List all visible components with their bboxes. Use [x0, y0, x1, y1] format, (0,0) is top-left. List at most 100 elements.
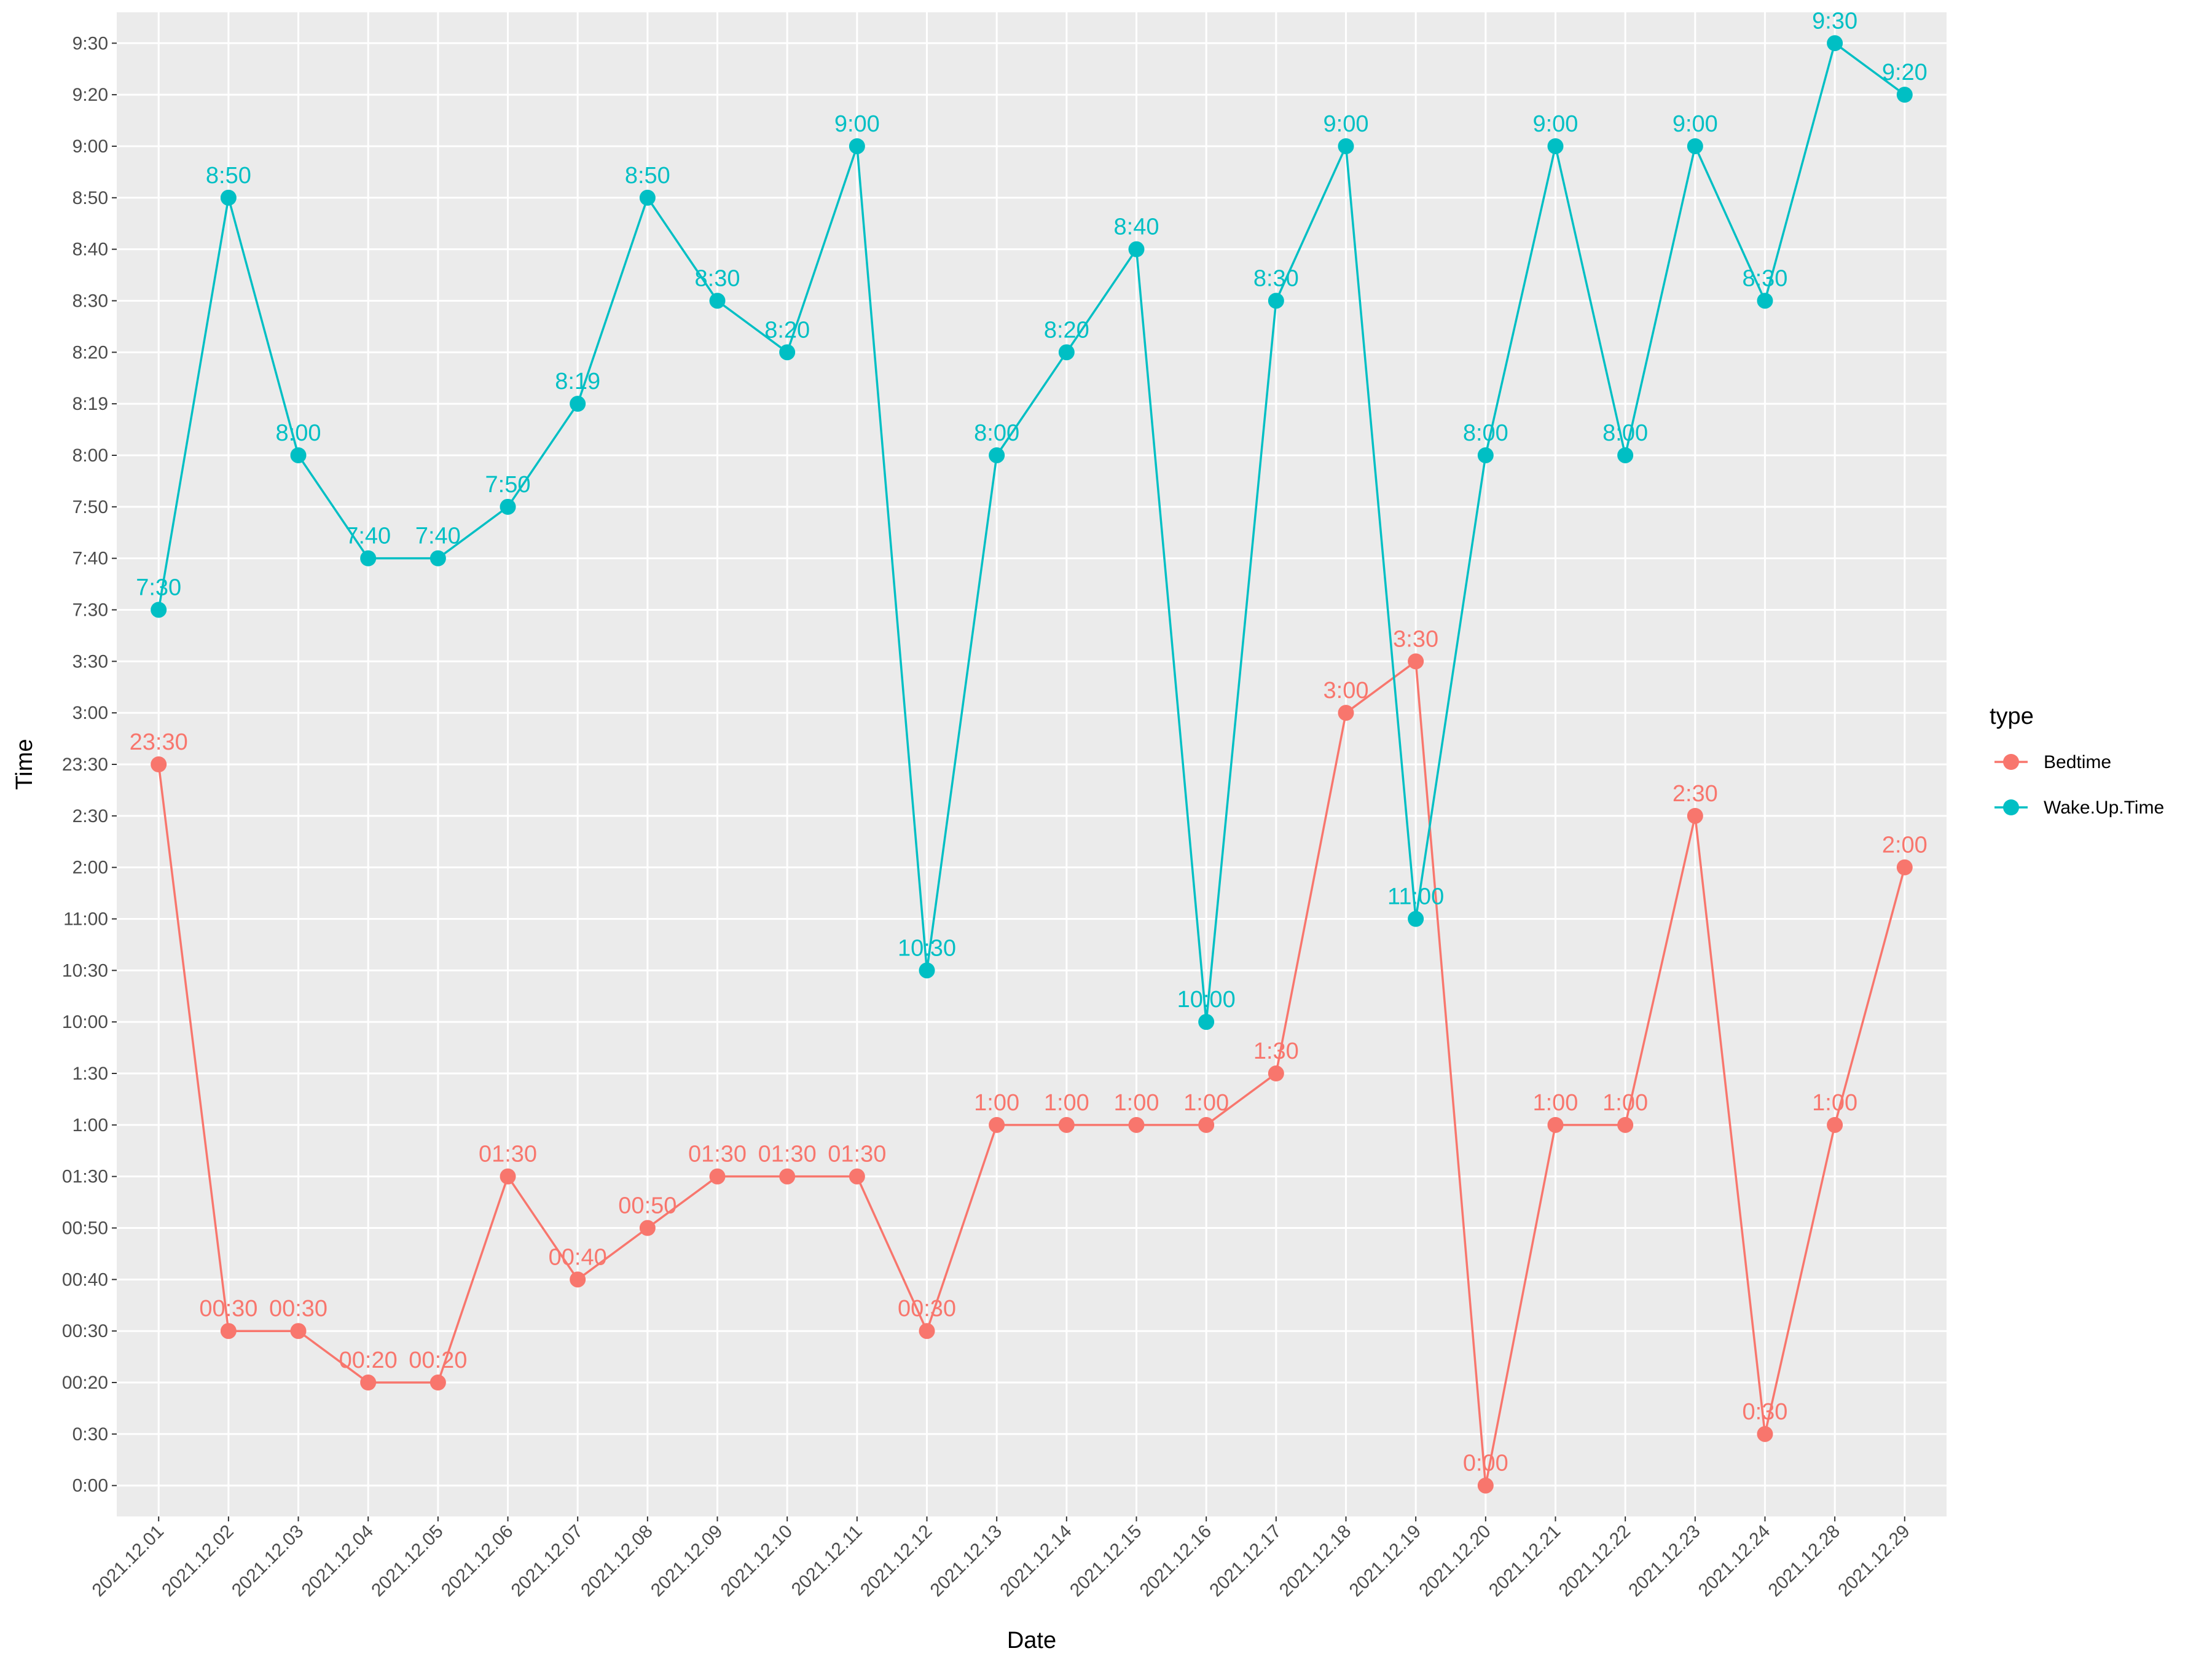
- x-tick-label: 2021.12.12: [857, 1521, 936, 1601]
- x-tick-label: 2021.12.11: [788, 1521, 866, 1600]
- data-label: 1:00: [1183, 1090, 1229, 1116]
- data-point: [1268, 292, 1284, 309]
- y-tick-label: 01:30: [62, 1167, 108, 1187]
- data-label: 8:20: [1044, 317, 1089, 343]
- data-point: [1128, 1116, 1145, 1133]
- data-label: 1:00: [1812, 1090, 1857, 1116]
- x-tick-label: 2021.12.03: [228, 1521, 308, 1601]
- data-label: 8:30: [1253, 265, 1299, 291]
- x-tick-label: 2021.12.18: [1276, 1521, 1355, 1601]
- data-point: [290, 447, 307, 463]
- data-label: 10:30: [898, 935, 956, 961]
- y-tick-label: 9:30: [73, 33, 108, 53]
- x-tick-label: 2021.12.29: [1834, 1521, 1914, 1601]
- x-tick-label: 2021.12.07: [508, 1521, 587, 1601]
- data-point: [429, 550, 446, 567]
- x-tick-label: 2021.12.05: [367, 1521, 447, 1601]
- data-point: [570, 1271, 586, 1288]
- data-point: [989, 447, 1005, 463]
- legend-key-point: [2003, 799, 2019, 815]
- data-point: [1408, 653, 1424, 670]
- data-point: [639, 1220, 656, 1236]
- data-point: [500, 498, 516, 515]
- data-label: 01:30: [758, 1142, 817, 1167]
- data-point: [1128, 241, 1145, 257]
- data-label: 8:30: [1742, 265, 1787, 291]
- data-label: 8:00: [1463, 420, 1508, 446]
- x-axis-ticks: 2021.12.012021.12.022021.12.032021.12.04…: [88, 1516, 1914, 1601]
- data-point: [220, 1323, 237, 1339]
- data-point: [1617, 447, 1634, 463]
- data-label: 3:00: [1324, 678, 1369, 704]
- data-label: 1:00: [1532, 1090, 1578, 1116]
- data-label: 8:40: [1114, 214, 1159, 240]
- data-label: 9:00: [1324, 111, 1369, 137]
- y-tick-label: 9:00: [73, 136, 108, 157]
- x-tick-label: 2021.12.04: [298, 1521, 378, 1601]
- y-tick-label: 7:30: [73, 600, 108, 620]
- x-tick-label: 2021.12.21: [1485, 1521, 1565, 1601]
- data-point: [709, 1168, 726, 1185]
- data-point: [1896, 859, 1913, 876]
- data-label: 9:00: [1673, 111, 1718, 137]
- y-tick-label: 10:30: [62, 960, 108, 981]
- legend-background: [1990, 737, 2211, 843]
- x-tick-label: 2021.12.19: [1346, 1521, 1426, 1601]
- data-point: [639, 189, 656, 206]
- data-point: [1757, 1426, 1773, 1442]
- data-labels: 23:30 00:30 00:30 00:20 00:20 01:30 00:40 00:50…: [130, 8, 1928, 1476]
- y-tick-label: 8:20: [73, 342, 108, 363]
- data-label: 1:00: [1602, 1090, 1648, 1116]
- x-tick-label: 2021.12.06: [437, 1521, 517, 1601]
- y-tick-label: 9:20: [73, 85, 108, 105]
- x-tick-label: 2021.12.16: [1136, 1521, 1216, 1601]
- data-point: [500, 1168, 516, 1185]
- x-tick-label: 2021.12.09: [647, 1521, 727, 1601]
- y-tick-label: 23:30: [62, 755, 108, 775]
- x-tick-label: 2021.12.23: [1625, 1521, 1704, 1601]
- data-point: [151, 602, 167, 618]
- y-tick-label: 0:30: [73, 1424, 108, 1445]
- data-label: 00:30: [199, 1296, 257, 1322]
- y-axis-ticks: 0:00 0:30 00:20 00:30 00:40 00:50 01:30 1:00 1:3…: [62, 33, 117, 1496]
- data-label: 01:30: [479, 1142, 537, 1167]
- y-tick-label: 3:30: [73, 651, 108, 672]
- data-point: [919, 1323, 935, 1339]
- y-tick-label: 8:00: [73, 445, 108, 466]
- legend-label: Wake.Up.Time: [2044, 798, 2164, 818]
- series-line: [157, 41, 1905, 1022]
- y-tick-label: 8:40: [73, 240, 108, 260]
- data-point: [570, 396, 586, 412]
- data-point: [1338, 138, 1354, 154]
- data-label: 8:00: [276, 420, 321, 446]
- data-point: [1547, 1116, 1564, 1133]
- data-point: [989, 1116, 1005, 1133]
- data-label: 8:50: [625, 163, 670, 189]
- data-label: 00:30: [269, 1296, 327, 1322]
- data-label: 00:30: [898, 1296, 956, 1322]
- y-tick-label: 8:19: [73, 394, 108, 414]
- data-point: [1827, 35, 1843, 52]
- data-label: 7:40: [345, 524, 391, 549]
- data-point: [1827, 1116, 1843, 1133]
- y-tick-label: 1:30: [73, 1064, 108, 1084]
- data-point: [1477, 1477, 1494, 1494]
- data-label: 2:00: [1882, 833, 1928, 858]
- data-label: 00:20: [339, 1347, 398, 1373]
- data-point: [1408, 911, 1424, 927]
- y-tick-label: 10:00: [62, 1012, 108, 1032]
- data-label: 7:40: [415, 524, 461, 549]
- data-label: 01:30: [688, 1142, 747, 1167]
- data-label: 0:00: [1463, 1451, 1508, 1477]
- legend: type Bedtime Wake.Up.Time: [1990, 704, 2211, 843]
- x-axis-title: Date: [1007, 1628, 1056, 1653]
- y-tick-label: 8:30: [73, 291, 108, 311]
- y-tick-label: 7:50: [73, 497, 108, 517]
- data-label: 1:00: [974, 1090, 1019, 1116]
- data-label: 9:00: [834, 111, 880, 137]
- data-point: [429, 1375, 446, 1391]
- x-tick-label: 2021.12.10: [717, 1521, 797, 1601]
- y-tick-label: 7:40: [73, 549, 108, 569]
- data-point: [360, 1375, 377, 1391]
